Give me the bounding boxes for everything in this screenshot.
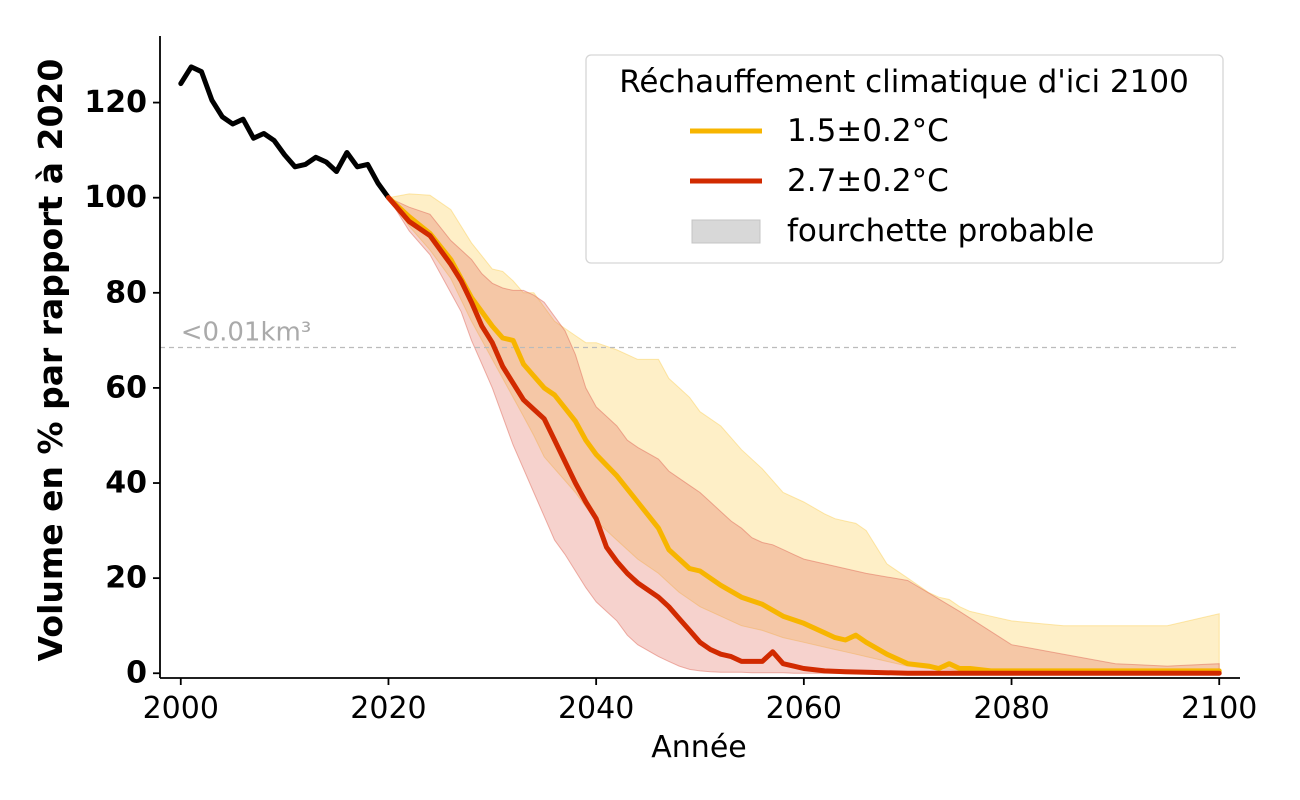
y-tick-label: 20 bbox=[105, 561, 147, 596]
y-tick-label: 120 bbox=[84, 85, 147, 120]
axes bbox=[159, 36, 1240, 679]
series-line-2.7±0.2°C bbox=[386, 195, 1222, 676]
y-tick-label: 0 bbox=[126, 656, 147, 691]
x-ticks: 2000 2020 2040 2060 2080 2100 bbox=[143, 678, 1257, 726]
x-tick-label: 2080 bbox=[973, 691, 1049, 726]
x-tick-label: 2000 bbox=[143, 691, 219, 726]
x-tick-label: 2040 bbox=[558, 691, 634, 726]
x-tick-label: 2020 bbox=[350, 691, 426, 726]
legend-frame bbox=[585, 54, 1224, 264]
legend-entry-1.5: 1.5±0.2°C bbox=[787, 113, 949, 149]
threshold-label: <0.01km³ bbox=[181, 317, 311, 347]
y-tick-label: 60 bbox=[105, 370, 147, 405]
legend-swatch-band bbox=[691, 219, 761, 244]
legend: Réchauffement climatique d'ici 2100 1.5±… bbox=[585, 54, 1224, 264]
series-line-1.5±0.2°C bbox=[386, 195, 1222, 674]
y-axis-label: Volume en % par rapport à 2020 bbox=[31, 59, 70, 662]
y-tick-label: 40 bbox=[105, 466, 147, 501]
legend-entry-band: fourchette probable bbox=[787, 213, 1094, 249]
y-tick-label: 80 bbox=[105, 275, 147, 310]
uncertainty-bands bbox=[387, 193, 1220, 674]
legend-title: Réchauffement climatique d'ici 2100 bbox=[619, 64, 1189, 100]
y-ticks: 0 20 40 60 80 100 120 bbox=[84, 85, 160, 691]
band-2.7±0.2°C bbox=[387, 196, 1220, 674]
x-tick-label: 2060 bbox=[766, 691, 842, 726]
x-axis-label: Année bbox=[651, 730, 746, 765]
x-tick-label: 2100 bbox=[1181, 691, 1257, 726]
series-lines bbox=[178, 64, 1222, 676]
band-1.5±0.2°C bbox=[387, 193, 1220, 673]
y-tick-label: 100 bbox=[84, 180, 147, 215]
series-line-observed bbox=[178, 64, 391, 201]
legend-entry-2.7: 2.7±0.2°C bbox=[787, 163, 949, 199]
